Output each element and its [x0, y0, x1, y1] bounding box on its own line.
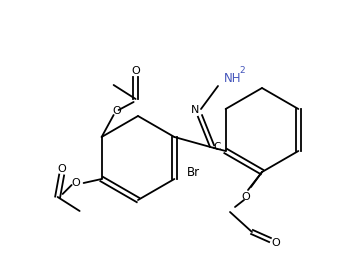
- Text: O: O: [131, 66, 140, 76]
- Text: O: O: [242, 192, 250, 202]
- Text: O: O: [272, 238, 280, 248]
- Text: C: C: [213, 142, 221, 152]
- Text: NH: NH: [224, 72, 241, 84]
- Text: 2: 2: [239, 66, 245, 75]
- Text: N: N: [191, 105, 199, 115]
- Text: Br: Br: [187, 166, 200, 179]
- Text: O: O: [57, 164, 66, 174]
- Text: O: O: [71, 178, 80, 188]
- Text: O: O: [112, 106, 121, 116]
